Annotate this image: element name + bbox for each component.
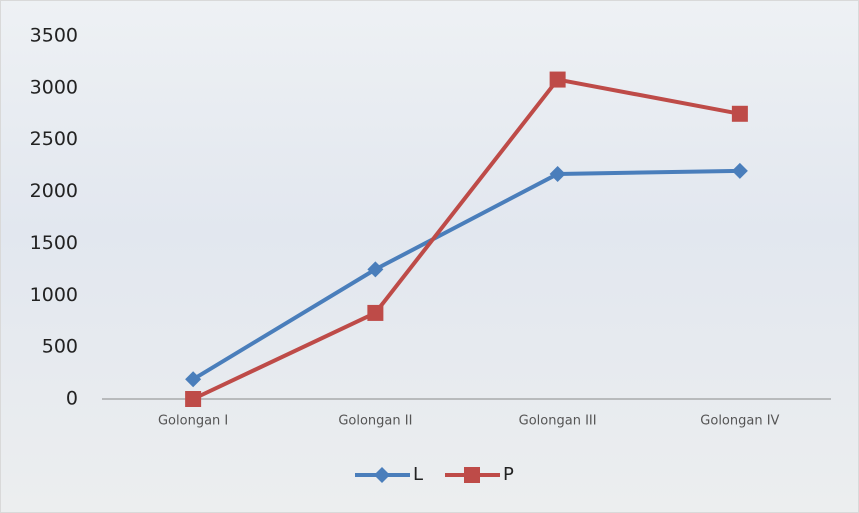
series-line xyxy=(192,77,741,401)
data-point xyxy=(185,391,202,407)
legend-label: P xyxy=(503,464,514,485)
y-tick-label: 2500 xyxy=(30,128,78,150)
data-point xyxy=(731,105,748,122)
data-point xyxy=(367,261,384,278)
data-point xyxy=(549,165,566,182)
x-tick-label: Golongan II xyxy=(338,414,412,429)
y-tick-label: 2000 xyxy=(30,180,78,202)
y-tick-label: 0 xyxy=(66,388,78,410)
x-tick-label: Golongan IV xyxy=(700,414,779,429)
legend-marker xyxy=(464,467,480,483)
data-point xyxy=(367,304,384,321)
data-point xyxy=(185,371,202,388)
data-point xyxy=(549,71,566,88)
series-line xyxy=(192,168,740,382)
y-tick-label: 500 xyxy=(42,336,78,358)
y-tick-label: 3500 xyxy=(30,25,78,47)
x-tick-label: Golongan I xyxy=(158,414,228,429)
data-point xyxy=(731,162,748,179)
y-tick-label: 1500 xyxy=(30,232,78,254)
legend-marker xyxy=(374,467,390,483)
legend-label: L xyxy=(413,464,423,485)
x-tick-label: Golongan III xyxy=(519,414,597,429)
y-tick-label: 3000 xyxy=(30,76,78,98)
y-tick-label: 1000 xyxy=(30,284,78,306)
